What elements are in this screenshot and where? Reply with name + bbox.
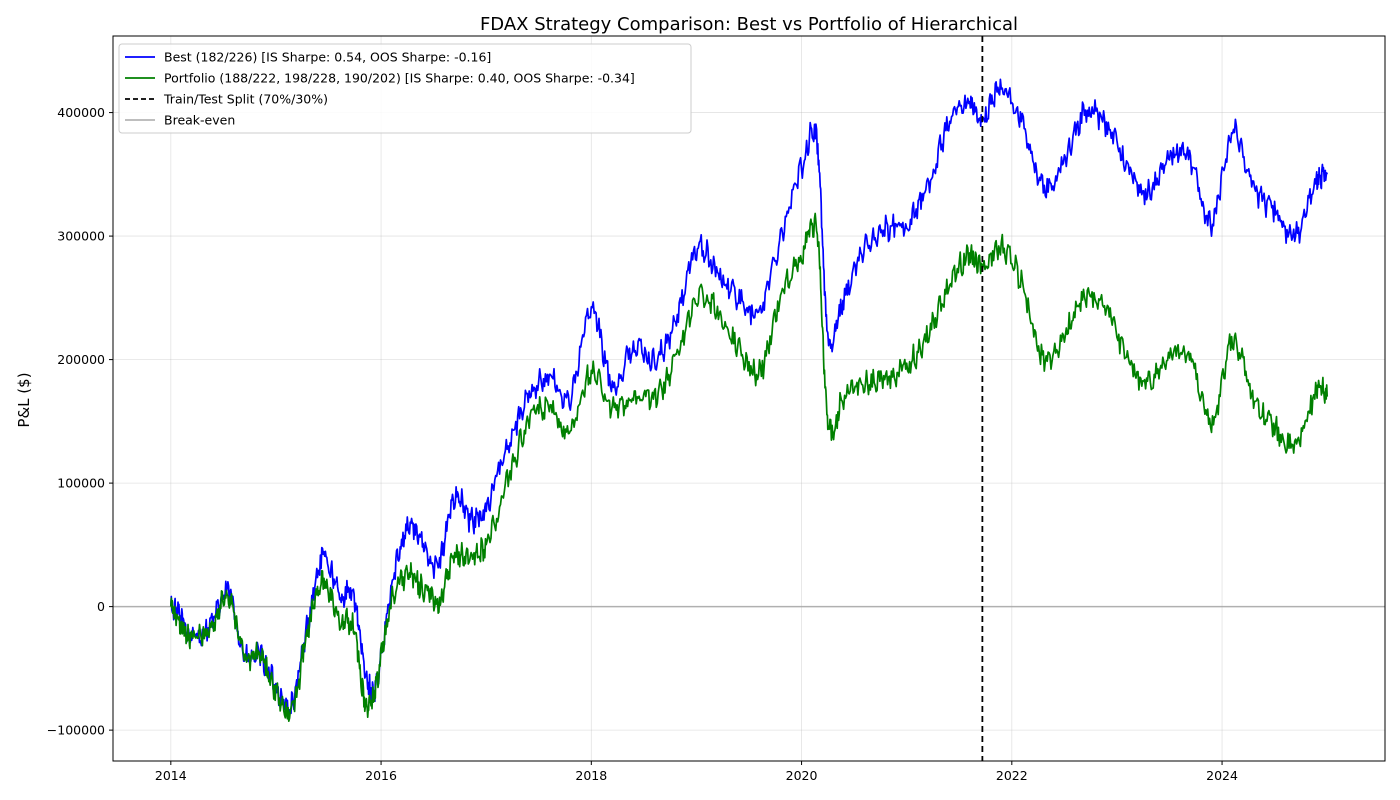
y-tick-label: 300000 <box>57 229 105 244</box>
x-tick-label: 2024 <box>1206 768 1238 783</box>
x-tick-label: 2016 <box>365 768 397 783</box>
series-layer <box>169 36 1329 761</box>
axis-ticks: 2014 2016 2018 2020 2022 2024 −100000 0 100000 20… <box>47 105 1238 783</box>
y-tick-label: 0 <box>97 599 105 614</box>
legend-box <box>118 43 692 134</box>
x-tick-label: 2014 <box>155 768 187 783</box>
legend-label-portfolio: Portfolio (188/222, 198/228, 190/202) [I… <box>164 71 635 86</box>
y-tick-label: 100000 <box>57 476 105 491</box>
plot-frame <box>112 35 1386 762</box>
y-tick-label: 400000 <box>57 105 105 120</box>
x-tick-label: 2020 <box>786 768 818 783</box>
legend-label-best: Best (182/226) [IS Sharpe: 0.54, OOS Sha… <box>164 50 491 65</box>
x-tick-label: 2022 <box>996 768 1028 783</box>
x-tick-label: 2018 <box>575 768 607 783</box>
legend: Best (182/226) [IS Sharpe: 0.54, OOS Sha… <box>118 43 692 134</box>
y-tick-label: −100000 <box>47 723 105 738</box>
y-tick-label: 200000 <box>57 352 105 367</box>
y-axis-label: P&L ($) <box>15 372 33 427</box>
legend-label-split: Train/Test Split (70%/30%) <box>163 92 328 107</box>
chart-title: FDAX Strategy Comparison: Best vs Portfo… <box>480 14 1018 35</box>
legend-label-breakeven: Break-even <box>164 113 235 128</box>
series-line-best <box>169 78 1328 717</box>
series-line-portfolio <box>169 212 1329 723</box>
